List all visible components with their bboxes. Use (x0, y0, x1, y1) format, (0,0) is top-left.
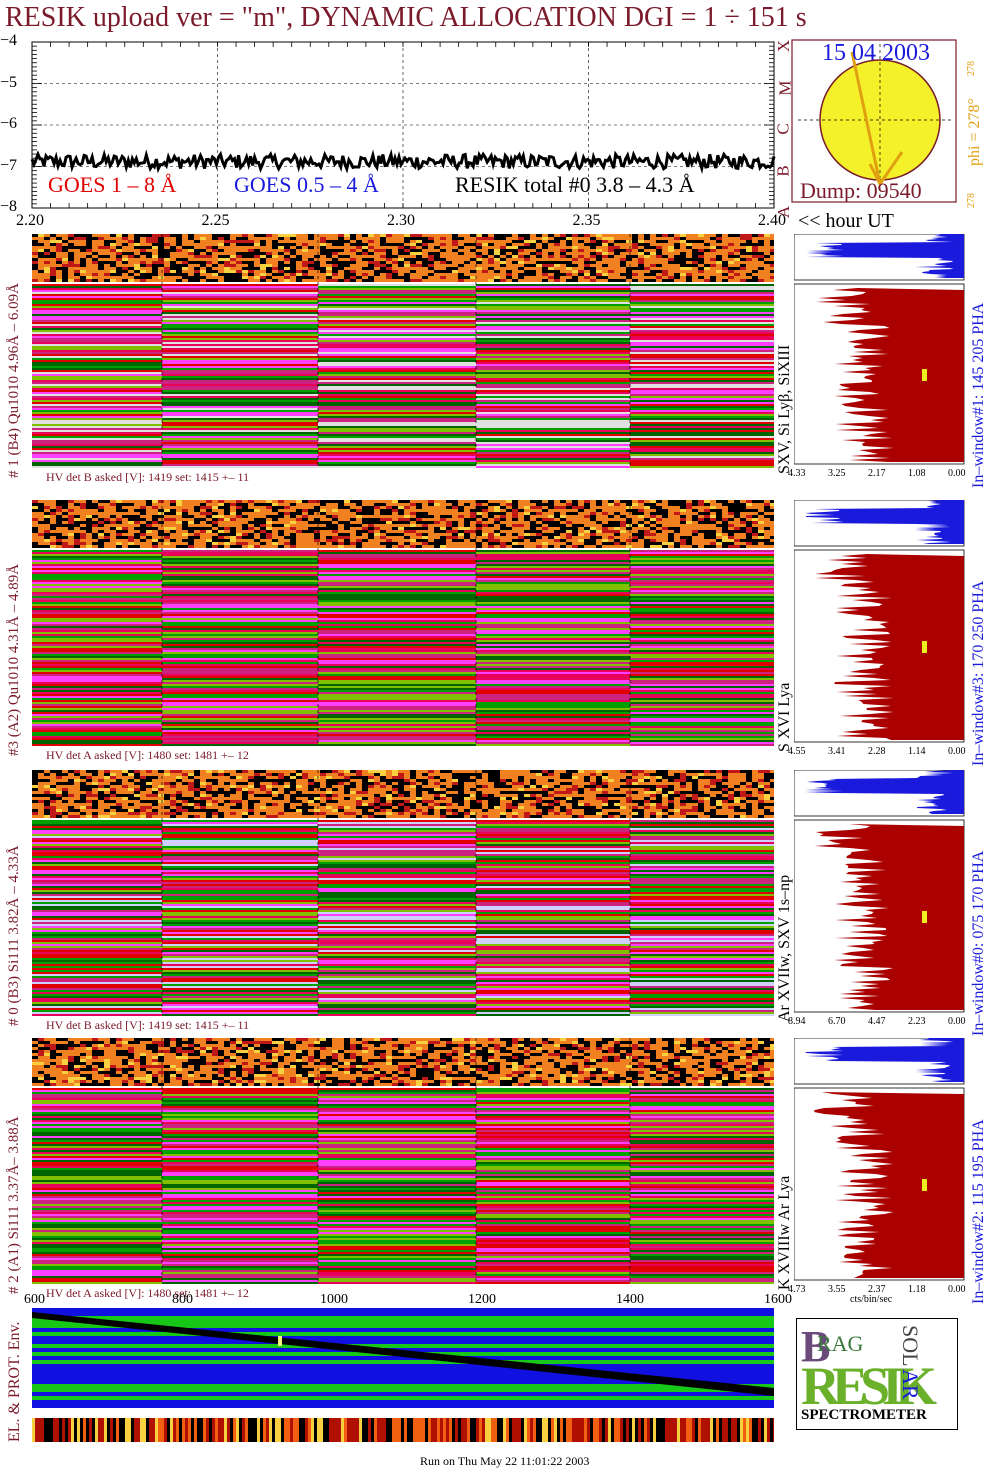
pha-histogram-2 (794, 770, 965, 1013)
hv-label: HV det B asked [V]: 1419 set: 1415 +– 11 (46, 470, 250, 484)
bottom-axis-label: 1600 (764, 1292, 792, 1307)
goes-class-label: C (773, 123, 793, 135)
bottom-axis-label: 800 (172, 1292, 193, 1307)
x-tick-label: 2.30 (387, 212, 415, 229)
pha-axis-label: 0.00 (948, 1016, 966, 1027)
goes-class-label: B (773, 164, 793, 177)
pha-axis-label: 2.23 (908, 1016, 926, 1027)
sun-date: 15 04 2003 (822, 40, 930, 66)
spectrogram-channel-2 (32, 770, 774, 1032)
environment-panel (32, 1308, 774, 1408)
channel-0: HV det B asked [V]: 1419 set: 1415 +– 11… (0, 234, 1004, 500)
logo-resik: RESIK (801, 1356, 937, 1416)
pha-histogram-1 (794, 500, 965, 743)
x-axis-unit: << hour UT (798, 210, 894, 232)
logo-spectrometer: SPECTROMETER (801, 1407, 927, 1423)
spectrogram-channel-0 (32, 234, 774, 484)
pha-axis-label: 3.55 (828, 1284, 846, 1295)
window-label: In–window#0: 075 170 PHA (970, 850, 987, 1036)
line-label: SXV, Si Lyβ, SiXIII (776, 344, 793, 474)
pha-axis-label: 1.14 (908, 746, 926, 757)
pha-axis-label: 3.41 (828, 746, 846, 757)
y-tick-label: −5 (0, 73, 18, 91)
legend-resik-total: RESIK total #0 3.8 – 4.3 Å (455, 172, 695, 197)
y-tick-label: −7 (0, 156, 18, 174)
channel-left-label: #3 (A2) Qu1010 4.31Å – 4.89Å (6, 563, 22, 756)
pha-axis-label: 6.70 (828, 1016, 846, 1027)
x-tick-label: 2.35 (572, 212, 601, 229)
pha-axis-label: 1.08 (908, 468, 926, 479)
y-tick-label: −8 (0, 198, 18, 215)
legend-goes-1-8: GOES 1 – 8 Å (48, 172, 177, 197)
top-lightcurve-plot (30, 41, 776, 209)
pha-axis-label: 3.25 (828, 468, 846, 479)
line-label: Ar XVIIw, SXV 1s–np (776, 874, 793, 1022)
y-tick-label: −4 (0, 32, 18, 49)
pha-histogram-0 (794, 234, 965, 465)
logo-b: B (801, 1322, 831, 1371)
pha-histogram-3 (794, 1038, 965, 1281)
pha-axis-label: 0.00 (948, 1284, 966, 1295)
pha-axis-label: 4.55 (788, 746, 806, 757)
pha-axis-label: 4.73 (788, 1284, 806, 1295)
hv-label: HV det A asked [V]: 1480 set: 1481 +– 12 (46, 748, 249, 762)
pha-axis-label: 4.33 (788, 468, 806, 479)
bottom-axis-label: 600 (24, 1292, 45, 1307)
goes-class-label: M (775, 79, 795, 96)
window-label: In–window#2: 115 195 PHA (970, 1119, 987, 1304)
bottom-axis-label: 1400 (616, 1292, 644, 1307)
pha-axis-label: 4.47 (868, 1016, 886, 1027)
resik-logo: B RAG RESIK SOL AR SPECTROMETER (796, 1318, 958, 1430)
logo-sol: SOL (898, 1325, 923, 1367)
pha-axis-label: 0.00 (948, 746, 966, 757)
x-tick-label: 2.25 (201, 212, 230, 229)
bottom-axis-label: 1000 (320, 1292, 348, 1307)
bottom-axis-label: 1200 (468, 1292, 496, 1307)
logo-rag: RAG (817, 1331, 864, 1356)
x-tick-label: 2.20 (16, 212, 44, 229)
channel-left-label: # 2 (A1) Si111 3.37Å– 3.88Å (6, 1116, 22, 1294)
line-label: S XVI Lya (776, 682, 793, 752)
channel-2: HV det B asked [V]: 1419 set: 1415 +– 11… (0, 770, 1004, 1048)
hv-label: HV det B asked [V]: 1419 set: 1415 +– 11 (46, 1018, 250, 1032)
spectrogram-channel-3 (32, 1038, 774, 1300)
sun-position-panel (791, 39, 957, 203)
channel-3: HV det A asked [V]: 1480 set: 1481 +– 12… (0, 1038, 1004, 1316)
phi-small-top: 278 (966, 61, 977, 76)
pha-axis-label: 8.94 (788, 1016, 806, 1027)
legend-goes-0.5-4: GOES 0.5 – 4 Å (234, 172, 379, 197)
phi-small-bottom: 278 (966, 193, 977, 208)
x-tick-label: 2.40 (758, 212, 786, 229)
pha-axis-label: 2.17 (868, 468, 886, 479)
goes-class-label: A (774, 205, 794, 219)
window-label: In–window#3: 170 250 PHA (970, 580, 987, 766)
y-tick-label: −6 (0, 115, 18, 132)
env-label: EL. & PROT. Env. (6, 1321, 23, 1442)
phi-label: phi = 278° (966, 98, 983, 166)
goes-class-label: X (774, 39, 794, 53)
window-label: In–window#1: 145 205 PHA (970, 302, 987, 488)
pha-axis-label: 2.28 (868, 746, 886, 757)
pha-axis-unit: cts/bin/sec (850, 1294, 893, 1305)
hv-label: HV det A asked [V]: 1480 set: 1481 +– 12 (46, 1286, 249, 1300)
line-label: K XVIIIw Ar Lya (776, 1175, 793, 1290)
dump-number: Dump: 09540 (800, 178, 922, 203)
channel-left-label: # 1 (B4) Qu1010 4.96Å – 6.09Å (6, 283, 22, 478)
spectrogram-channel-1 (32, 500, 774, 762)
environment-strip (32, 1418, 774, 1442)
pha-axis-label: 2.37 (868, 1284, 886, 1295)
logo-ar: AR (898, 1369, 923, 1400)
channel-1: HV det A asked [V]: 1480 set: 1481 +– 12… (0, 500, 1004, 778)
pha-axis-label: 0.00 (948, 468, 966, 479)
page-title: RESIK upload ver = "m", DYNAMIC ALLOCATI… (5, 2, 807, 33)
pha-axis-label: 1.18 (908, 1284, 926, 1295)
channel-left-label: # 0 (B3) Si111 3.82Å – 4.33Å (6, 845, 22, 1026)
run-timestamp: Run on Thu May 22 11:01:22 2003 (420, 1454, 590, 1468)
